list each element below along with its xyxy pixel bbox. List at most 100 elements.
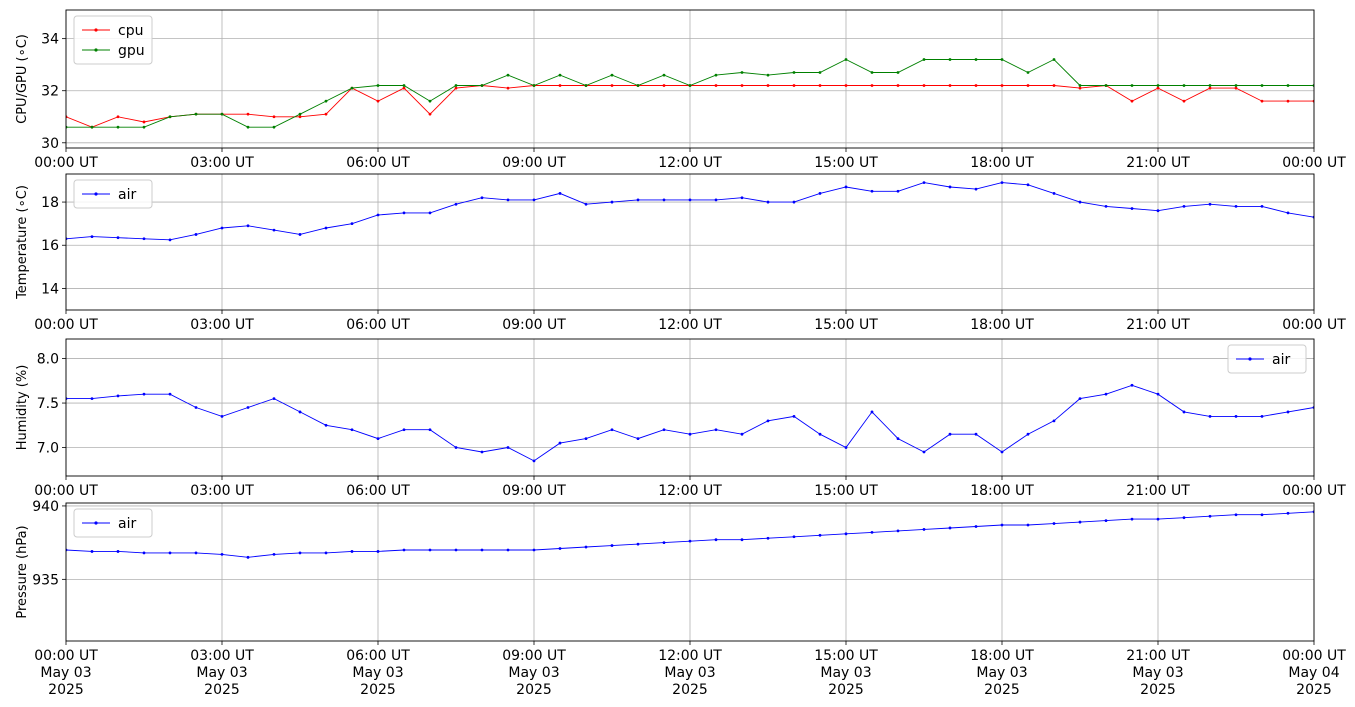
- data-point-pressure-air: [454, 548, 458, 552]
- data-point-humidity-air: [532, 459, 536, 463]
- x-tick-label: 12:00 UT: [658, 483, 722, 499]
- data-point-cpu-gpu-gpu: [1156, 84, 1160, 87]
- x-tick-label: 03:00 UT: [190, 648, 254, 664]
- data-point-pressure-air: [948, 526, 952, 530]
- data-point-cpu-gpu-gpu: [168, 115, 172, 119]
- data-point-humidity-air: [1182, 410, 1186, 414]
- data-point-cpu-gpu-gpu: [662, 73, 666, 77]
- data-point-cpu-gpu-cpu: [662, 84, 666, 87]
- data-point-humidity-air: [636, 437, 640, 441]
- panel-humidity: 00:00 UT 03:00 UT 06:00 UT 09:00 UT 12:00 UT…: [15, 338, 1346, 499]
- data-point-pressure-air: [1208, 514, 1212, 518]
- data-point-pressure-air: [974, 525, 978, 528]
- data-point-temperature-air: [922, 181, 926, 185]
- data-point-pressure-air: [168, 551, 172, 555]
- data-point-pressure-air: [116, 550, 120, 553]
- data-point-pressure-air: [376, 550, 380, 553]
- data-point-cpu-gpu-gpu: [896, 71, 900, 74]
- data-point-cpu-gpu-gpu: [220, 112, 224, 116]
- data-point-cpu-gpu-cpu: [714, 84, 718, 87]
- data-point-temperature-air: [662, 198, 666, 202]
- x-tick-label: 18:00 UT: [970, 483, 1034, 499]
- data-point-temperature-air: [1104, 204, 1108, 208]
- legend-label: cpu: [118, 23, 143, 39]
- x-year-label: 2025: [984, 682, 1020, 698]
- data-point-humidity-air: [870, 410, 874, 414]
- legend-label: air: [118, 516, 136, 532]
- data-point-temperature-air: [610, 200, 614, 204]
- data-point-cpu-gpu-cpu: [246, 112, 250, 116]
- series-group: [66, 510, 1314, 559]
- data-point-pressure-air: [90, 550, 94, 553]
- data-point-cpu-gpu-cpu: [1000, 84, 1004, 87]
- x-year-label: 2025: [360, 682, 396, 698]
- data-point-cpu-gpu-gpu: [454, 84, 458, 87]
- x-date-label: May 03: [40, 665, 91, 681]
- x-tick-label: 09:00 UT: [502, 483, 566, 499]
- x-tick-label: 03:00 UT: [190, 483, 254, 499]
- data-point-pressure-air: [142, 551, 146, 555]
- data-point-cpu-gpu-gpu: [376, 84, 380, 87]
- data-point-cpu-gpu-gpu: [1078, 84, 1082, 87]
- x-year-label: 2025: [48, 682, 84, 698]
- x-tick-label: 15:00 UT: [814, 155, 878, 171]
- x-tick-label: 00:00 UT: [1282, 483, 1346, 499]
- data-point-humidity-air: [350, 428, 354, 432]
- x-tick-label: 00:00 UT: [34, 155, 98, 171]
- data-point-cpu-gpu-gpu: [558, 73, 562, 77]
- x-tick-label: 00:00 UT: [34, 648, 98, 664]
- data-point-humidity-air: [506, 446, 510, 449]
- data-point-humidity-air: [792, 414, 796, 418]
- data-point-humidity-air: [922, 450, 926, 454]
- legend-box: [73, 15, 153, 65]
- x-tick-label: 12:00 UT: [658, 317, 722, 333]
- x-year-label: 2025: [516, 682, 552, 698]
- series-group: [66, 58, 1314, 129]
- data-point-humidity-air: [974, 432, 978, 436]
- data-point-cpu-gpu-gpu: [506, 73, 510, 77]
- legend-swatch-marker: [94, 192, 98, 196]
- data-point-cpu-gpu-cpu: [298, 115, 302, 119]
- data-point-temperature-air: [896, 189, 900, 193]
- legend: air: [1227, 344, 1307, 374]
- data-point-cpu-gpu-gpu: [922, 58, 926, 61]
- data-point-cpu-gpu-gpu: [350, 86, 354, 90]
- data-point-pressure-air: [324, 551, 328, 555]
- data-point-cpu-gpu-cpu: [1130, 99, 1134, 103]
- data-point-humidity-air: [688, 432, 692, 436]
- data-point-humidity-air: [1104, 392, 1108, 396]
- data-point-temperature-air: [558, 192, 562, 195]
- data-point-temperature-air: [766, 200, 770, 204]
- data-point-humidity-air: [818, 432, 822, 436]
- panels-group: 00:00 UT 03:00 UT 06:00 UT 09:00 UT 12:00 UT…: [15, 9, 1346, 698]
- data-point-temperature-air: [818, 192, 822, 195]
- data-point-pressure-air: [844, 532, 848, 536]
- data-point-humidity-air: [324, 423, 328, 427]
- data-point-cpu-gpu-gpu: [870, 71, 874, 74]
- x-tick-label: 00:00 UT: [34, 317, 98, 333]
- data-point-temperature-air: [1182, 204, 1186, 208]
- data-point-pressure-air: [350, 550, 354, 553]
- x-tick-label: 12:00 UT: [658, 155, 722, 171]
- data-point-temperature-air: [636, 198, 640, 202]
- data-point-cpu-gpu-gpu: [1182, 84, 1186, 87]
- data-point-pressure-air: [1104, 519, 1108, 523]
- data-point-cpu-gpu-gpu: [246, 125, 250, 129]
- data-point-pressure-air: [688, 539, 692, 543]
- data-point-cpu-gpu-cpu: [116, 115, 120, 119]
- data-point-pressure-air: [506, 548, 510, 552]
- data-point-humidity-air: [1156, 392, 1160, 396]
- data-point-cpu-gpu-gpu: [272, 125, 276, 129]
- x-year-label: 2025: [828, 682, 864, 698]
- data-point-humidity-air: [272, 397, 276, 401]
- data-point-humidity-air: [662, 428, 666, 432]
- data-point-cpu-gpu-cpu: [1052, 84, 1056, 87]
- x-tick-label: 18:00 UT: [970, 317, 1034, 333]
- x-tick-label: 03:00 UT: [190, 155, 254, 171]
- data-point-humidity-air: [610, 428, 614, 432]
- data-point-cpu-gpu-gpu: [974, 58, 978, 61]
- data-point-pressure-air: [792, 535, 796, 539]
- data-point-pressure-air: [714, 538, 718, 542]
- y-tick-label: 30: [41, 136, 59, 152]
- data-point-cpu-gpu-cpu: [558, 84, 562, 87]
